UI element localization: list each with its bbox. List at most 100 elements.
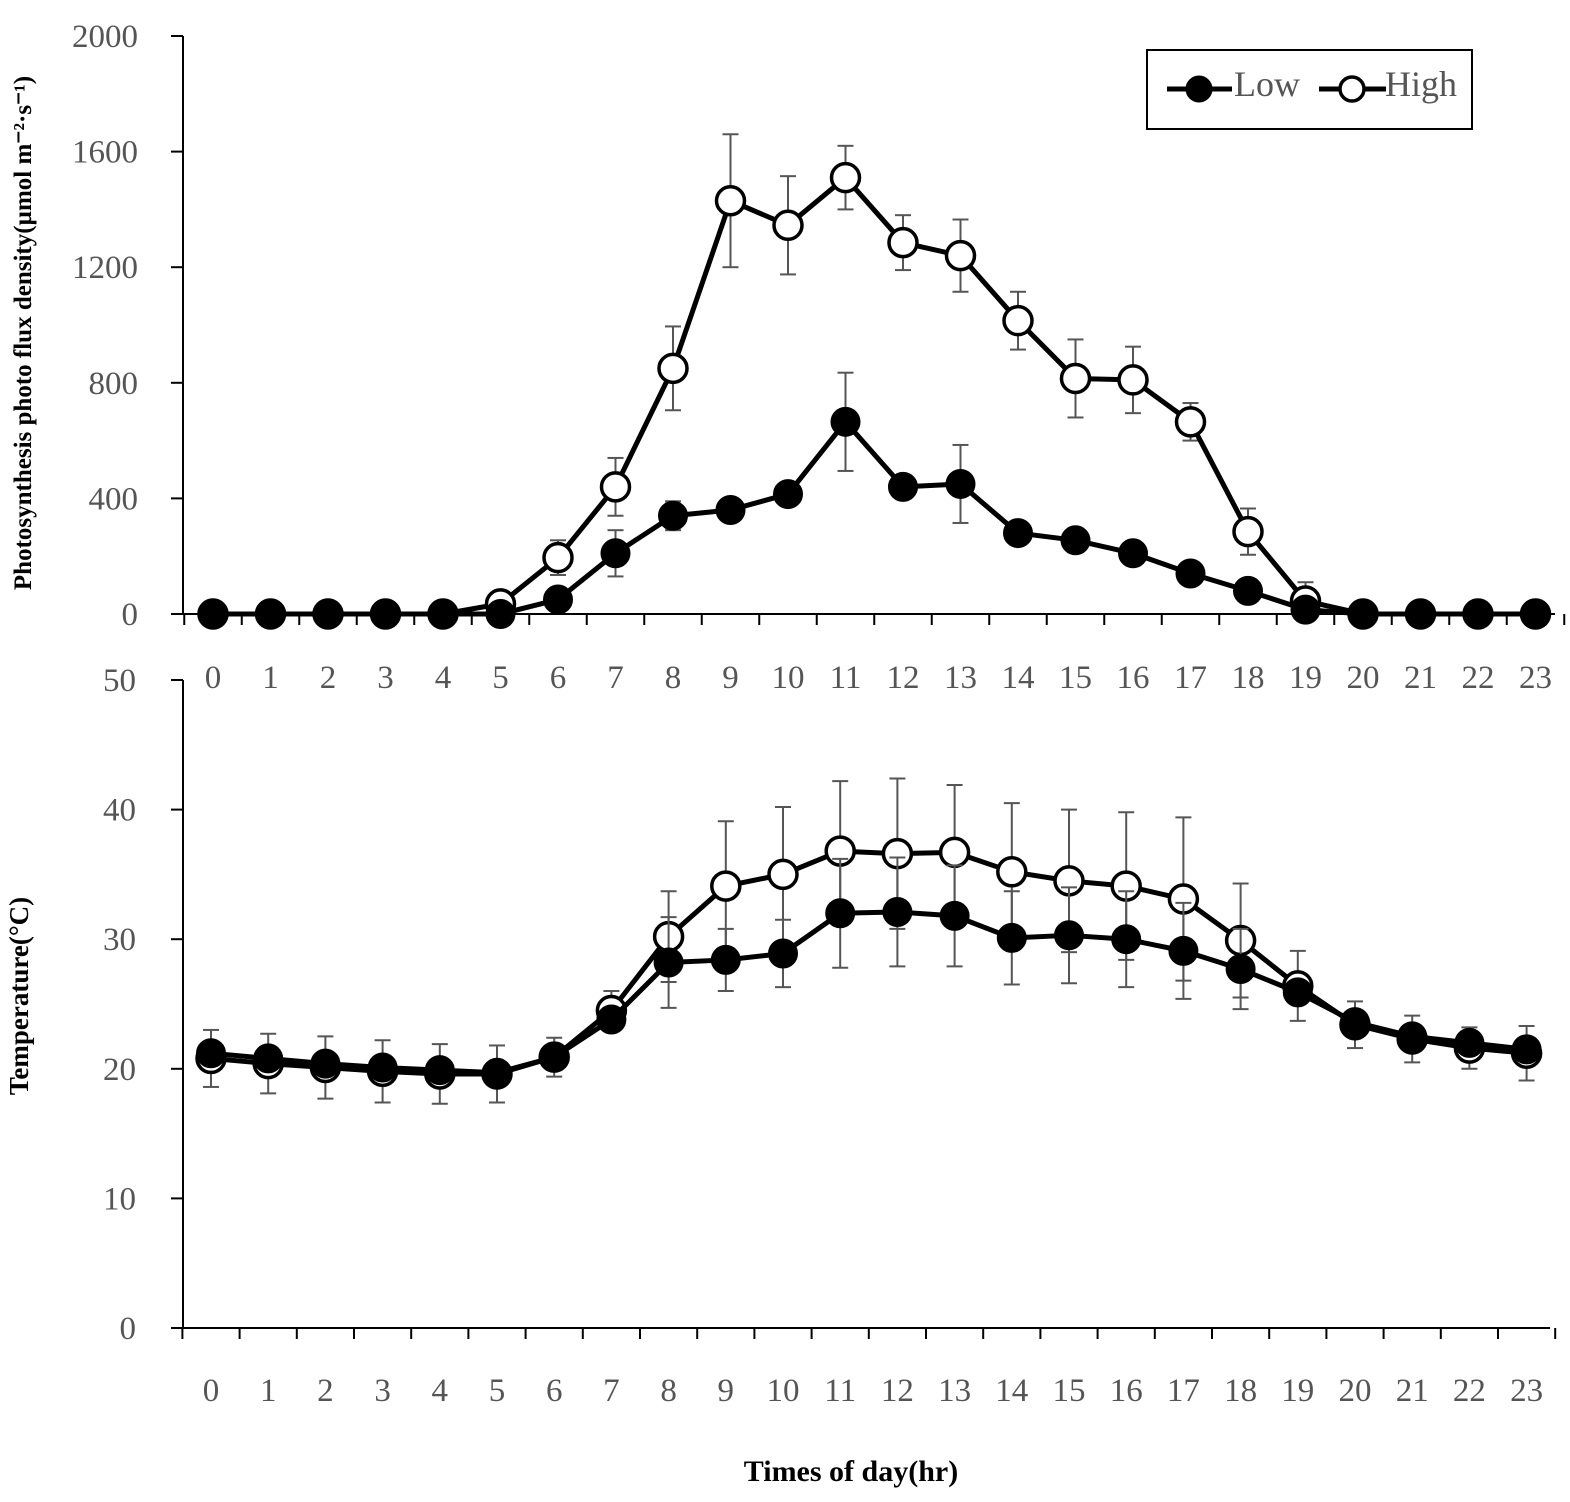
temp-x-tick-label: 16 [1110,1373,1143,1409]
ppfd-low-point [1520,599,1551,629]
legend-low-label: Low [1234,64,1300,104]
ppfd-low-point [945,468,976,499]
temp-x-tick-label: 8 [660,1373,677,1409]
ppfd-low-point [600,538,631,569]
temp-x-tick-label: 11 [824,1373,856,1409]
ppfd-x-tick-label: 12 [887,660,920,696]
ppfd-high-point [1002,304,1034,337]
temp-x-tick-label: 5 [489,1373,506,1409]
temp-x-tick-label: 14 [995,1373,1028,1409]
temp-low-series-line [210,909,1527,1076]
ppfd-x-tick-label: 7 [607,660,624,696]
ppfd-high-point [1059,362,1092,395]
temp-low-point [1054,920,1084,951]
temp-low-point [653,947,684,978]
ppfd-low-point [715,494,746,525]
ppfd-high-point [657,352,689,385]
temp-low-point [424,1055,455,1086]
ppfd-low-point [773,479,803,510]
ppfd-low-point [313,599,343,629]
ppfd-low-point [370,599,401,629]
temp-x-tick-label: 23 [1510,1373,1543,1409]
ppfd-high-point [829,161,862,194]
temp-y-tick-label: 20 [103,1052,136,1088]
temp-low-point [1111,924,1142,955]
ppfd-y-tick-label: 1200 [72,250,138,286]
temp-y-tick-label: 40 [103,793,136,829]
temp-low-point [1168,935,1199,966]
ppfd-low-point [255,599,286,629]
ppfd-high-point [944,239,977,272]
temp-x-tick-label: 9 [718,1373,735,1409]
temp-x-tick-label: 13 [938,1373,971,1409]
temp-low-point [1225,954,1256,985]
ppfd-x-tick-label: 19 [1289,660,1322,696]
ppfd-low-point [1348,599,1378,629]
temp-x-tick-label: 2 [317,1373,334,1409]
temp-low-point [596,1004,627,1035]
temp-low-point [196,1038,226,1069]
ppfd-high-point [714,184,747,217]
temp-low-point [1511,1034,1542,1065]
ppfd-x-tick-label: 18 [1232,660,1265,696]
ppfd-high-point [887,226,919,259]
temp-x-tick-label: 20 [1339,1373,1372,1409]
temp-y-tick-label: 0 [120,1311,137,1347]
ppfd-low-point [1405,599,1436,629]
ppfd-low-point [888,471,918,502]
temp-y-tick-label: 10 [103,1181,136,1217]
ppfd-low-point [1060,525,1091,556]
ppfd-x-tick-label: 8 [665,660,682,696]
ppfd-high-series-line [213,175,1536,617]
legend: Low High [1146,49,1473,130]
temp-x-tick-label: 12 [881,1373,914,1409]
temp-x-tick-label: 3 [374,1373,391,1409]
temp-x-tick-label: 4 [432,1373,449,1409]
ppfd-x-tick-label: 9 [722,660,739,696]
ppfd-low-point [543,584,573,615]
temp-low-point [710,944,741,975]
temp-x-tick-label: 22 [1453,1373,1486,1409]
ppfd-x-tick-label: 5 [492,660,509,696]
ppfd-x-tick-label: 2 [320,660,337,696]
temp-high-point [996,856,1028,888]
temp-high-point [710,870,742,902]
ppfd-y-axis-title: Photosynthesis photo flux density(µmol m… [10,76,37,590]
ppfd-x-tick-label: 22 [1462,660,1495,696]
temp-low-point [253,1043,284,1074]
temp-low-point [1340,1007,1370,1038]
temp-x-tick-label: 1 [260,1373,277,1409]
ppfd-x-tick-label: 1 [262,660,279,696]
ppfd-x-tick-label: 14 [1002,660,1035,696]
ppfd-low-point [198,599,228,629]
ppfd-x-tick-label: 11 [830,660,862,696]
temp-low-point [1454,1027,1485,1058]
ppfd-high-point [1174,406,1207,438]
temp-high-point [938,836,971,869]
ppfd-x-tick-label: 13 [944,660,977,696]
ppfd-x-tick-label: 23 [1519,660,1552,696]
temp-high-series-line [210,848,1527,1077]
temp-y-tick-label: 30 [103,922,136,958]
ppfd-y-tick-label: 0 [122,597,139,633]
ppfd-high-point [542,541,574,574]
ppfd-low-point [1463,599,1493,629]
temperature-y-axis-title: Temperature(°C) [4,897,34,1095]
ppfd-low-point [1118,538,1148,569]
ppfd-low-point [428,599,458,629]
ppfd-x-tick-label: 3 [377,660,394,696]
temp-low-point [825,898,856,929]
legend-high-label: High [1385,64,1457,104]
ppfd-x-tick-label: 16 [1117,660,1150,696]
ppfd-low-point [1175,558,1206,589]
temp-low-point [768,938,798,969]
ppfd-high-point [772,209,804,242]
ppfd-x-tick-label: 15 [1059,660,1092,696]
temp-y-tick-label: 50 [103,663,136,699]
temp-x-tick-label: 10 [767,1373,800,1409]
ppfd-low-point [485,599,516,629]
ppfd-y-tick-label: 1600 [72,135,138,171]
